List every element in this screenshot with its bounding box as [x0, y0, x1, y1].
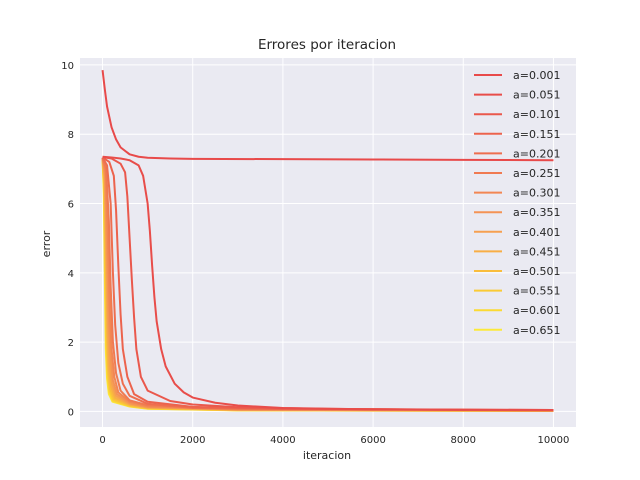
- legend-label: a=0.601: [513, 304, 560, 317]
- y-tick-label: 6: [68, 200, 74, 211]
- legend-label: a=0.001: [513, 69, 560, 82]
- y-tick-label: 0: [68, 407, 74, 418]
- y-tick-label: 4: [68, 269, 74, 280]
- legend-label: a=0.301: [513, 187, 560, 200]
- series-line-a=0.201: [101, 156, 554, 412]
- legend-label: a=0.551: [513, 285, 560, 298]
- legend-label: a=0.051: [513, 89, 560, 102]
- x-tick-label: 6000: [360, 435, 385, 446]
- x-tick-label: 4000: [270, 435, 295, 446]
- legend-label: a=0.201: [513, 147, 560, 160]
- legend: a=0.001 a=0.051 a=0.101 a=0.151 a=0.201 a=0.2…: [474, 69, 560, 337]
- x-axis-label: iteracion: [303, 449, 351, 462]
- legend-label: a=0.651: [513, 324, 560, 337]
- x-tick-label: 2000: [180, 435, 205, 446]
- legend-label: a=0.151: [513, 128, 560, 141]
- legend-label: a=0.451: [513, 245, 560, 258]
- series-line-a=0.151: [101, 156, 554, 412]
- legend-label: a=0.351: [513, 206, 560, 219]
- y-tick-label: 10: [61, 61, 74, 72]
- y-tick-label: 2: [68, 338, 74, 349]
- x-tick-label: 8000: [451, 435, 476, 446]
- series-lines: [101, 70, 554, 412]
- legend-label: a=0.251: [513, 167, 560, 180]
- x-tick-label: 10000: [538, 435, 570, 446]
- legend-label: a=0.501: [513, 265, 560, 278]
- x-tick-labels: 0 2000 4000 6000 8000 10000: [99, 435, 569, 446]
- x-tick-label: 0: [99, 435, 105, 446]
- y-tick-label: 8: [68, 130, 74, 141]
- series-line-a=0.101: [102, 156, 554, 412]
- chart-title: Errores por iteracion: [258, 37, 396, 53]
- legend-label: a=0.401: [513, 226, 560, 239]
- plot-area: [80, 58, 576, 427]
- y-tick-labels: 0 2 4 6 8 10: [61, 61, 74, 418]
- y-axis-label: error: [40, 230, 53, 257]
- legend-label: a=0.101: [513, 108, 560, 121]
- series-line-a=0.051: [102, 155, 554, 412]
- series-line-a=0.001: [101, 70, 554, 162]
